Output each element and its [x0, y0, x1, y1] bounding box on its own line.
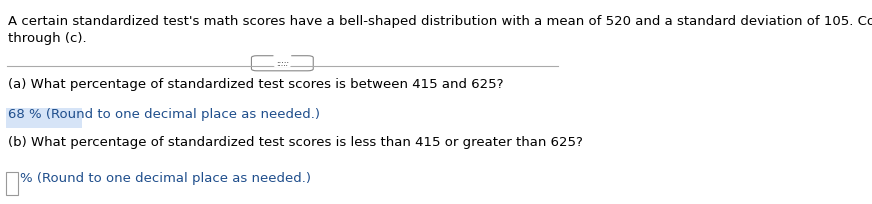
Text: .....: ..... — [276, 56, 289, 65]
Text: (a) What percentage of standardized test scores is between 415 and 625?: (a) What percentage of standardized test… — [8, 78, 504, 91]
FancyBboxPatch shape — [6, 108, 82, 128]
FancyBboxPatch shape — [251, 56, 313, 71]
Text: 68 % (Round to one decimal place as needed.): 68 % (Round to one decimal place as need… — [8, 108, 320, 121]
FancyBboxPatch shape — [6, 172, 18, 195]
Text: A certain standardized test's math scores have a bell-shaped distribution with a: A certain standardized test's math score… — [8, 16, 872, 45]
Text: .....: ..... — [276, 59, 289, 68]
Text: (b) What percentage of standardized test scores is less than 415 or greater than: (b) What percentage of standardized test… — [8, 136, 583, 149]
Text: % (Round to one decimal place as needed.): % (Round to one decimal place as needed.… — [21, 172, 311, 185]
